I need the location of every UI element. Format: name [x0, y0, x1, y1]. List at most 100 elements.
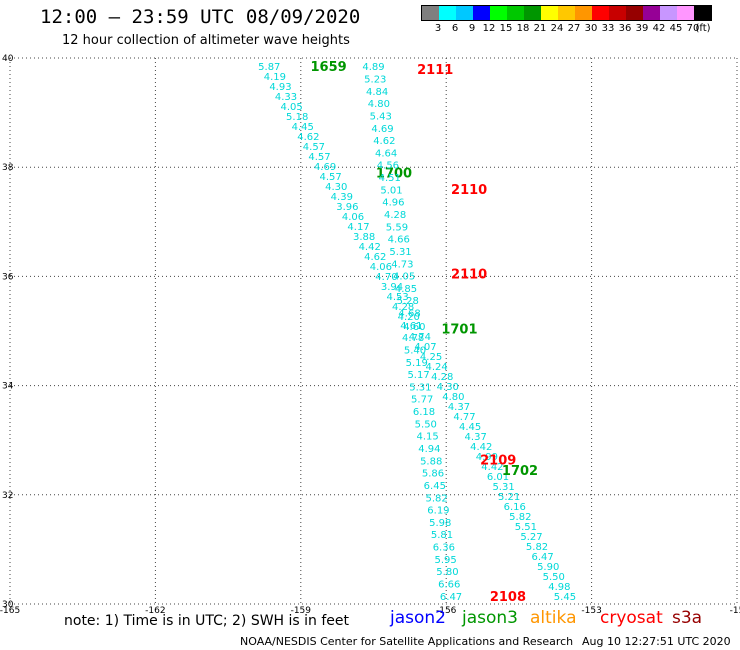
swh-point: 4.70: [375, 272, 397, 283]
swh-point: 4.05: [280, 102, 302, 113]
swh-point: 4.25: [420, 352, 442, 363]
swh-point: 4.73: [391, 259, 413, 270]
swh-point: 4.61: [400, 321, 422, 332]
legend-swatch: [490, 6, 507, 20]
swh-point: 4.30: [325, 182, 347, 193]
swh-point: 4.19: [264, 72, 286, 83]
chart-title: 12:00 — 23:59 UTC 08/09/2020: [40, 6, 361, 28]
y-tick-label: 34: [2, 382, 14, 392]
swh-point: 5.50: [543, 572, 565, 583]
swh-point: 4.06: [342, 212, 364, 223]
swh-point: 4.07: [414, 342, 436, 353]
legend-swatches: [421, 5, 712, 21]
legend-tick-label: 30: [584, 23, 598, 34]
swh-point: 5.18: [286, 112, 308, 123]
swh-point: 5.81: [431, 530, 453, 541]
swh-point: 5.31: [409, 382, 431, 393]
swh-point: 4.57: [303, 142, 325, 153]
swh-point: 4.69: [371, 124, 393, 135]
swh-point: 5.80: [436, 567, 458, 578]
swh-point: 4.42: [359, 242, 381, 253]
swh-point: 4.94: [418, 444, 440, 455]
swh-point: 4.62: [364, 252, 386, 263]
swh-point: 5.90: [537, 562, 559, 573]
color-legend: 3 6 9 12 15 18 21 24 27 30 33 36 39 42 45 70 (ft): [421, 5, 712, 35]
swh-point: 4.99: [476, 452, 498, 463]
swh-point: 5.31: [492, 482, 514, 493]
satellite-legend-s3a: s3a: [672, 608, 703, 628]
swh-point: 4.17: [347, 222, 369, 233]
time-label: 1700: [376, 167, 412, 182]
swh-point: 6.01: [487, 472, 509, 483]
footer-note: note: 1) Time is in UTC; 2) SWH is in fe…: [64, 613, 350, 629]
satellite-legend-altika: altika: [530, 608, 577, 628]
swh-point: 6.19: [427, 506, 449, 517]
swh-point: 3.96: [336, 202, 358, 213]
legend-tick-label: 27: [567, 23, 581, 34]
swh-point: 4.51: [379, 173, 401, 184]
satellite-legend-jason2: jason2: [390, 608, 446, 628]
swh-point: 4.66: [388, 235, 410, 246]
x-tick-label: -156: [436, 606, 457, 616]
legend-tick-label: 70: [686, 23, 700, 34]
swh-point: 6.36: [433, 543, 455, 554]
swh-point: 4.80: [368, 99, 390, 110]
satellite-legend-jason3: jason3: [462, 608, 518, 628]
legend-swatch: [694, 6, 711, 20]
swh-point: 6.47: [440, 592, 462, 603]
legend-swatch: [592, 6, 609, 20]
swh-point: 4.78: [402, 333, 424, 344]
legend-tick-label: 42: [652, 23, 666, 34]
time-label: 2111: [417, 63, 453, 78]
swh-point: 5.77: [411, 395, 433, 406]
swh-point: 6.16: [504, 502, 526, 513]
swh-point: 5.51: [515, 522, 537, 533]
swh-point: 4.84: [366, 87, 388, 98]
swh-point: 6.66: [438, 579, 460, 590]
legend-tick-label: 39: [635, 23, 649, 34]
legend-swatch: [575, 6, 592, 20]
legend-swatch: [456, 6, 473, 20]
swh-point: 5.82: [509, 512, 531, 523]
legend-tick-label: 18: [516, 23, 530, 34]
chart-subtitle: 12 hour collection of altimeter wave hei…: [62, 33, 350, 48]
x-tick-label: -159: [291, 606, 312, 616]
swh-point: 4.93: [269, 82, 291, 93]
legend-swatch: [524, 6, 541, 20]
swh-point: 5.86: [422, 469, 444, 480]
swh-point: 5.40: [404, 345, 426, 356]
legend-tick-label: 21: [533, 23, 547, 34]
swh-point: 5.21: [498, 492, 520, 503]
x-tick-label: -153: [581, 606, 601, 616]
time-label: 1659: [310, 60, 346, 75]
swh-point: 6.18: [413, 407, 435, 418]
legend-swatch: [677, 6, 694, 20]
swh-point: 5.82: [526, 542, 548, 553]
legend-unit: (ft): [695, 23, 711, 34]
legend-swatch: [643, 6, 660, 20]
swh-point: 4.37: [448, 402, 470, 413]
y-tick-label: 38: [2, 163, 14, 173]
swh-point: 5.19: [406, 358, 428, 369]
swh-point: 4.80: [442, 392, 464, 403]
legend-swatch: [541, 6, 558, 20]
time-label: 2110: [451, 268, 487, 283]
legend-tick-label: 15: [499, 23, 513, 34]
time-label: 1701: [441, 322, 477, 337]
swh-point: 4.24: [426, 362, 448, 373]
legend-tick-label: 6: [451, 23, 459, 34]
legend-swatch: [558, 6, 575, 20]
swh-point: 4.33: [275, 92, 297, 103]
credit-timestamp: Aug 10 12:27:51 UTC 2020: [582, 635, 731, 648]
swh-point: 5.88: [420, 456, 442, 467]
swh-point: 4.64: [375, 148, 397, 159]
swh-point: 5.45: [554, 592, 576, 603]
swh-point: 4.15: [416, 432, 438, 443]
swh-point: 3.88: [353, 232, 375, 243]
swh-point: 4.45: [459, 422, 481, 433]
swh-point: 4.37: [465, 432, 487, 443]
swh-point: 5.59: [386, 222, 408, 233]
swh-point: 4.42: [470, 442, 492, 453]
x-tick-label: -162: [145, 606, 165, 616]
